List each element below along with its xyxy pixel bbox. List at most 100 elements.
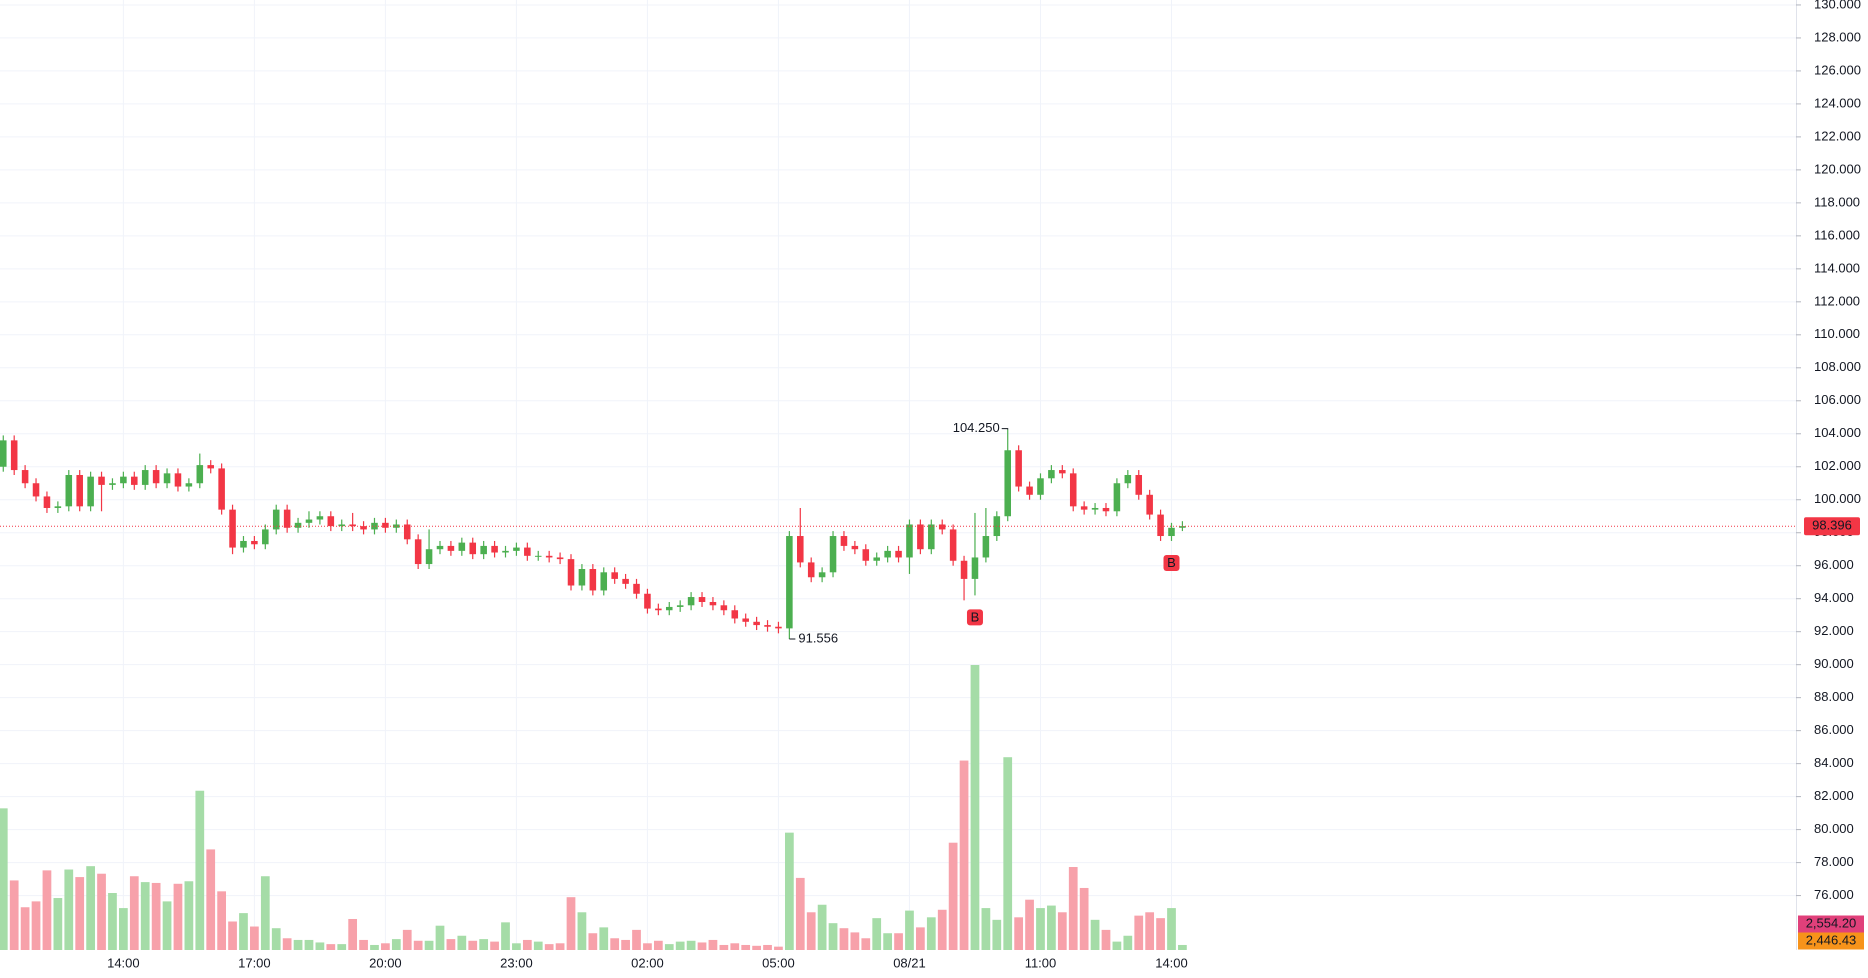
volume-bar [1178, 944, 1187, 950]
volume-bar [664, 944, 674, 950]
y-tick-label: 90.000 [1814, 656, 1854, 671]
volume-bar [173, 883, 183, 950]
y-tick-label: 100.000 [1814, 491, 1861, 506]
volume-bar [140, 882, 150, 950]
volume-bar [861, 938, 871, 950]
volume-bar [348, 918, 358, 950]
volume-bar [653, 940, 663, 950]
candle-body [1113, 483, 1121, 512]
candle-body [676, 605, 684, 607]
candle-body [524, 547, 531, 556]
candle-body [109, 483, 116, 485]
y-tick-label: 128.000 [1814, 29, 1861, 44]
candle-body [294, 522, 302, 528]
volume-bar [31, 901, 41, 950]
volume-bar [129, 876, 139, 950]
last-price-box [1804, 517, 1860, 536]
candle-body [10, 440, 18, 471]
candle-body [611, 572, 618, 579]
candle-body [938, 524, 946, 530]
candles [0, 429, 1186, 640]
volume-bar [195, 790, 205, 950]
volume-bar [1003, 757, 1013, 950]
volume-bar [1047, 905, 1056, 950]
candle-body [152, 470, 160, 484]
volume-bar [97, 873, 106, 950]
signal-text: B [971, 609, 980, 624]
volume-bar [741, 944, 751, 950]
volume-bar [260, 876, 270, 950]
volume-bar [391, 939, 401, 950]
volume-bar [555, 943, 565, 950]
y-tick-label: 106.000 [1814, 392, 1861, 407]
volume-bar [239, 913, 248, 950]
candle-body [786, 536, 793, 629]
volume-bar [566, 897, 576, 950]
x-tick-label: 17:00 [238, 955, 271, 970]
volume-bar [501, 922, 510, 950]
candle-body [458, 542, 466, 551]
x-tick-label: 20:00 [369, 955, 402, 970]
volume-bar [610, 938, 620, 950]
y-tick-label: 80.000 [1814, 821, 1854, 836]
candle-body [971, 557, 979, 579]
candle-body [196, 465, 204, 484]
volume-bar [20, 907, 30, 950]
candle-body [272, 509, 280, 530]
candle-body [65, 475, 73, 507]
candle-body [949, 529, 957, 561]
y-tick-label: 122.000 [1814, 128, 1861, 143]
candle-body [207, 465, 214, 469]
candle-body [807, 562, 815, 578]
candle-body [873, 557, 880, 561]
candle-body [240, 540, 247, 548]
y-tick-label: 130.000 [1814, 0, 1861, 11]
grid [0, 0, 1796, 950]
high-marker-line [1001, 428, 1009, 430]
volume-bar [828, 923, 838, 950]
x-tick-label: 23:00 [500, 955, 533, 970]
volume-bar [206, 849, 216, 950]
volume-bar [359, 939, 368, 950]
volume-bar [457, 935, 467, 950]
volume-bar [697, 942, 707, 950]
y-tick-label: 104.000 [1814, 425, 1861, 440]
volume-bar [512, 943, 521, 950]
volume-bar [381, 943, 390, 950]
candle-body [218, 468, 225, 510]
candle-body [895, 550, 902, 558]
volume-bar [795, 877, 805, 950]
volume-bar [916, 927, 925, 950]
y-tick-label: 76.000 [1814, 887, 1854, 902]
y-tick-label: 120.000 [1814, 161, 1861, 176]
candle-body [403, 524, 411, 540]
volume-bar [1090, 919, 1100, 950]
candle-body [502, 550, 509, 553]
candle-body [906, 524, 913, 558]
volume-bar [413, 940, 423, 950]
volume-bar [42, 870, 52, 950]
volume-bar [1156, 918, 1165, 950]
candle-body [818, 572, 826, 578]
volume-bar [75, 877, 85, 950]
candle-body [382, 522, 389, 528]
candle-body [545, 555, 553, 558]
y-tick-label: 118.000 [1814, 194, 1860, 209]
volume-bar [1134, 915, 1144, 950]
volume-bar [304, 939, 314, 950]
volume-bar [522, 939, 532, 950]
volume-bar [959, 760, 969, 950]
volume-bar [752, 945, 761, 950]
candle-body [1135, 475, 1143, 495]
candle-body [1080, 506, 1088, 510]
candle-body [1168, 527, 1175, 537]
x-tick-label: 14:00 [107, 955, 140, 970]
candle-body [1157, 514, 1164, 537]
candle-body [578, 569, 586, 586]
candle-body [1069, 473, 1077, 507]
candle-body [327, 516, 335, 527]
volume-bar [151, 882, 161, 950]
y-tick-label: 84.000 [1814, 755, 1854, 770]
candle-body [185, 483, 193, 487]
candle-body [163, 473, 171, 484]
